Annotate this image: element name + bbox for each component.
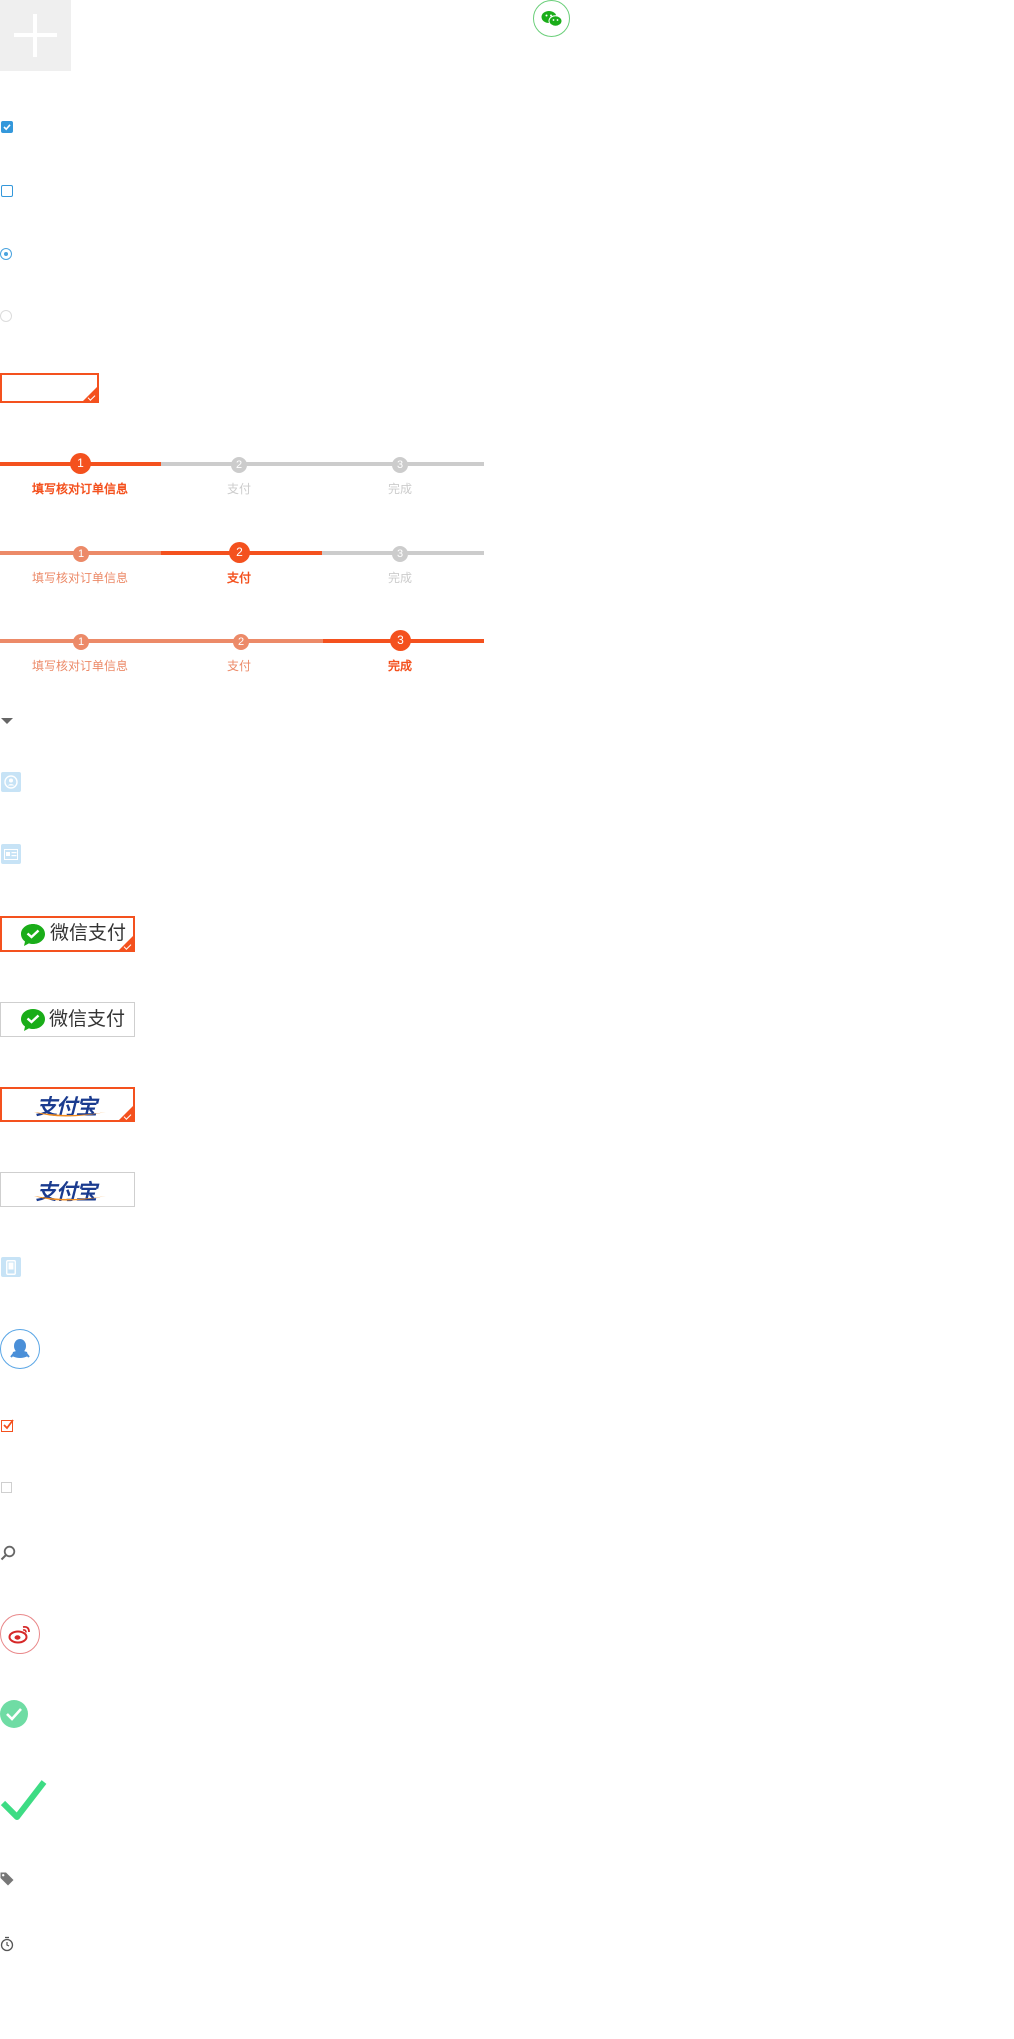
wechat-pay-icon <box>21 924 45 946</box>
wechat-pay-label: 微信支付 <box>50 923 127 944</box>
checkbox-checked-orange[interactable] <box>1 1419 14 1432</box>
option-box-selected[interactable] <box>0 373 99 403</box>
step-label-3: 完成 <box>387 659 412 673</box>
checkbox-unchecked[interactable] <box>1 185 13 197</box>
step-dot-1: 1 <box>73 546 89 562</box>
success-circle-icon <box>0 1700 28 1728</box>
mobile-icon <box>1 1257 21 1277</box>
step-label-1: 填写核对订单信息 <box>31 659 128 673</box>
user-icon <box>1 772 21 792</box>
step-bar-step-1: 1 2 3 填写核对订单信息 支付 完成 <box>0 453 484 496</box>
step-label-1: 填写核对订单信息 <box>31 482 128 496</box>
selected-corner-mark <box>119 1106 133 1120</box>
search-icon[interactable] <box>0 1545 16 1561</box>
timer-icon <box>0 1936 14 1952</box>
step-dot-3: 3 <box>390 630 411 651</box>
selected-corner-mark <box>119 936 133 950</box>
radio-selected[interactable] <box>0 248 12 260</box>
step-label-2: 支付 <box>226 659 251 673</box>
wechat-icon <box>541 10 562 27</box>
check-icon <box>3 1419 14 1430</box>
alipay-option[interactable]: 支付宝 <box>0 1172 135 1207</box>
step-dot-1: 1 <box>73 634 89 650</box>
step-dot-2: 2 <box>233 634 249 650</box>
checkbox-checked[interactable] <box>1 121 13 133</box>
wechat-pay-label: 微信支付 <box>49 1009 126 1030</box>
wechat-pay-icon <box>21 1009 45 1031</box>
checkmark-icon <box>0 1780 47 1820</box>
weibo-icon <box>8 1625 30 1644</box>
step-dot-3: 3 <box>392 546 408 562</box>
qq-icon <box>10 1339 30 1358</box>
qq-login-icon[interactable] <box>0 1329 40 1369</box>
step-dot-2: 2 <box>229 542 250 563</box>
alipay-logo-text: 支付宝 <box>36 1096 97 1119</box>
step-label-3: 完成 <box>387 571 412 585</box>
alipay-swoosh-icon <box>34 1196 106 1201</box>
alipay-option-selected[interactable]: 支付宝 <box>0 1087 135 1122</box>
selected-corner-mark <box>83 387 97 401</box>
dropdown-caret-icon[interactable] <box>1 718 13 724</box>
radio-unselected[interactable] <box>0 310 12 322</box>
alipay-swoosh-icon <box>34 1112 106 1117</box>
step-dot-3: 3 <box>392 457 408 473</box>
step-label-2: 支付 <box>226 482 251 496</box>
wechat-pay-option[interactable]: 微信支付 <box>0 1002 135 1037</box>
step-label-2: 支付 <box>226 571 251 585</box>
add-icon-vertical <box>33 14 37 57</box>
tag-icon <box>0 1872 14 1886</box>
id-card-icon <box>1 844 21 864</box>
step-label-1: 填写核对订单信息 <box>31 571 128 585</box>
step-dot-1: 1 <box>70 453 91 474</box>
check-icon <box>3 124 11 131</box>
step-bar-step-2: 1 2 3 填写核对订单信息 支付 完成 <box>0 542 484 585</box>
wechat-pay-option-selected[interactable]: 微信支付 <box>0 916 135 952</box>
weibo-login-icon[interactable] <box>0 1614 40 1654</box>
checkbox-unchecked-gray[interactable] <box>1 1482 12 1493</box>
step-bar-step-3: 1 2 3 填写核对订单信息 支付 完成 <box>0 630 484 673</box>
step-label-3: 完成 <box>387 482 412 496</box>
add-image-tile[interactable] <box>0 0 71 71</box>
wechat-login-icon[interactable] <box>533 0 570 37</box>
step-dot-2: 2 <box>231 457 247 473</box>
